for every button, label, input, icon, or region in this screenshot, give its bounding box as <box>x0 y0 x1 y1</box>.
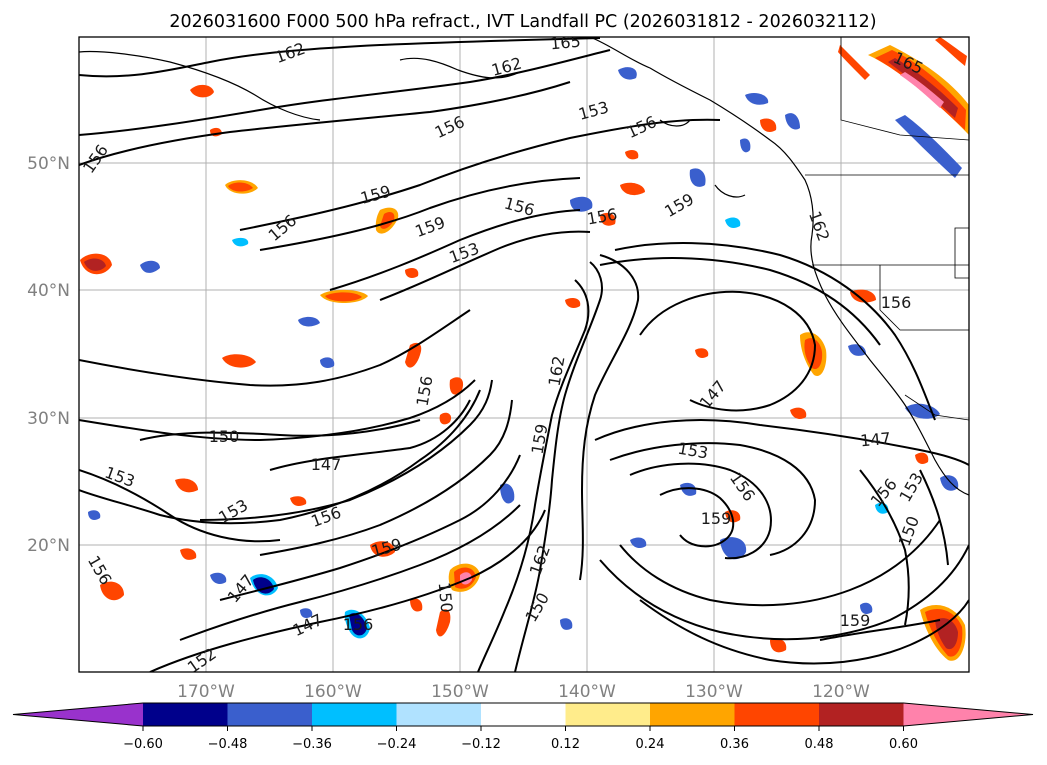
colorbar-segment <box>481 703 566 726</box>
colorbar-segment <box>396 703 482 726</box>
lon-label: 130°W <box>685 682 743 702</box>
colorbar-segment <box>312 703 397 726</box>
colorbar-segment <box>227 703 313 726</box>
lat-label: 20°N <box>27 536 70 556</box>
colorbar-extend-max <box>903 703 1033 726</box>
colorbar-segments <box>12 702 1034 727</box>
lon-label: 120°W <box>812 682 870 702</box>
colorbar-tick-label: −0.24 <box>377 737 417 752</box>
colorbar-tick-label: 0.48 <box>805 737 834 752</box>
latitude-labels: 50°N 40°N 30°N 20°N <box>27 154 70 556</box>
longitude-labels: 170°W 160°W 150°W 140°W 130°W 120°W <box>177 682 870 702</box>
contour-label: 159 <box>840 611 871 630</box>
contour-label: 159 <box>701 509 732 528</box>
contour-label: 147 <box>859 429 891 451</box>
contour-label: 147 <box>311 455 342 474</box>
lat-label: 40°N <box>27 281 70 301</box>
colorbar: −0.60 −0.48 −0.36 −0.24 −0.12 0.12 0.24 0.36 0.4… <box>12 702 1034 752</box>
colorbar-segment <box>734 703 820 726</box>
lon-label: 170°W <box>177 682 235 702</box>
refractivity-contours <box>79 37 969 672</box>
colorbar-segment <box>565 703 651 726</box>
colorbar-ticks: −0.60 −0.48 −0.36 −0.24 −0.12 0.12 0.24 0.36 0.4… <box>123 726 918 752</box>
contour-label: 165 <box>549 32 581 54</box>
colorbar-tick-label: −0.60 <box>123 737 163 752</box>
colorbar-tick-label: 0.36 <box>720 737 749 752</box>
figure-title: 2026031600 F000 500 hPa refract., IVT La… <box>169 12 876 32</box>
contour-label: 156 <box>881 293 912 312</box>
ivt-anomaly-patches <box>80 37 969 661</box>
colorbar-tick-label: −0.12 <box>461 737 501 752</box>
colorbar-tick-label: −0.48 <box>208 737 248 752</box>
contour-label: 150 <box>209 427 240 446</box>
contour-label: 150 <box>435 581 457 613</box>
colorbar-segment <box>143 703 228 726</box>
lat-label: 50°N <box>27 154 70 174</box>
colorbar-tick-label: 0.12 <box>551 737 580 752</box>
colorbar-tick-label: −0.36 <box>292 737 332 752</box>
coastlines <box>79 37 969 496</box>
colorbar-tick-label: 0.24 <box>636 737 665 752</box>
lon-label: 160°W <box>304 682 362 702</box>
colorbar-extend-min <box>13 703 143 726</box>
map-panel: 165 162 162 165 156 153 156 156 159 156 … <box>79 32 969 672</box>
lon-label: 150°W <box>431 682 489 702</box>
colorbar-segment <box>650 703 735 726</box>
contour-label: 156 <box>343 615 374 634</box>
lat-label: 30°N <box>27 409 70 429</box>
colorbar-tick-label: 0.60 <box>889 737 918 752</box>
lon-label: 140°W <box>558 682 616 702</box>
map-frame <box>78 36 970 673</box>
colorbar-segment <box>819 703 904 726</box>
